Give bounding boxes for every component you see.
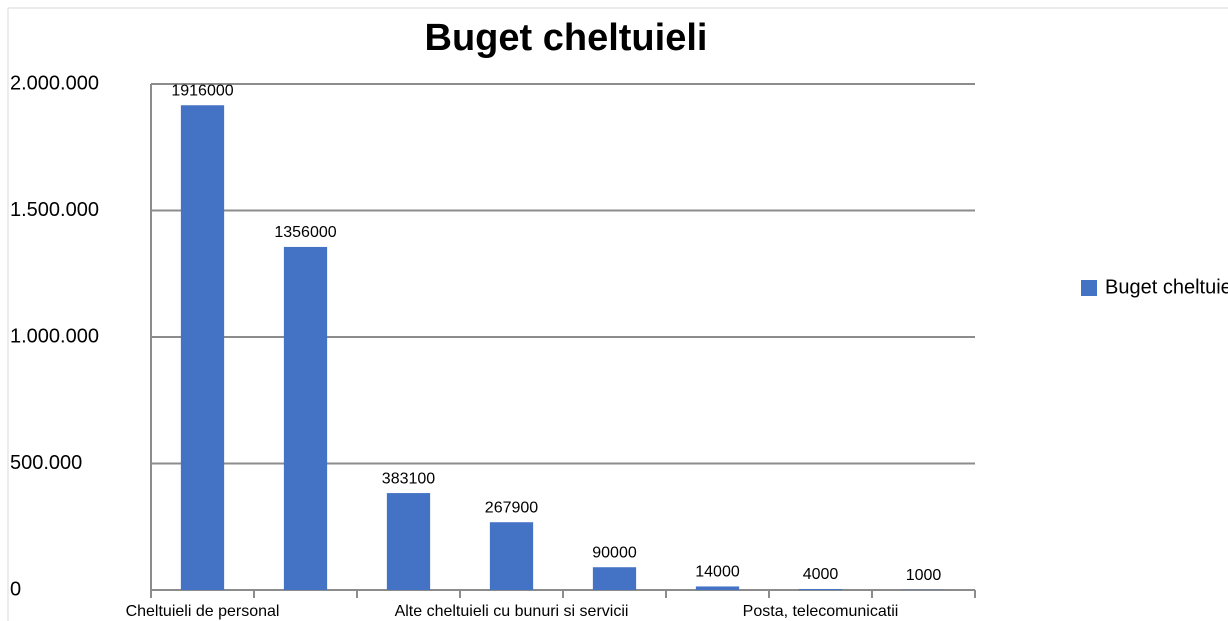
- value-label: 383100: [382, 470, 435, 487]
- value-label: 90000: [592, 544, 637, 561]
- y-tick-label: 1.000.000: [10, 325, 99, 347]
- y-tick-label: 500.000: [10, 452, 82, 474]
- value-label: 1000: [906, 567, 942, 584]
- y-tick-label: 2.000.000: [10, 72, 99, 94]
- bar: [283, 246, 328, 590]
- chart-title: Buget cheltuieli: [425, 17, 708, 59]
- x-tick-label: Posta, telecomunicatii: [743, 603, 899, 620]
- value-label: 14000: [695, 564, 740, 581]
- bar: [386, 493, 431, 590]
- x-tick-label: Alte cheltuieli cu bunuri si servicii: [395, 603, 629, 620]
- x-tick-label: Cheltuieli de personal: [126, 603, 280, 620]
- value-label: 1916000: [171, 82, 233, 99]
- value-label: 1356000: [274, 224, 336, 241]
- bar: [592, 567, 637, 590]
- bar: [489, 522, 534, 590]
- y-tick-label: 0: [10, 578, 21, 600]
- bar: [695, 586, 740, 590]
- bar: [180, 105, 225, 590]
- y-tick-label: 1.500.000: [10, 199, 99, 221]
- value-label: 267900: [485, 499, 538, 516]
- value-label: 4000: [803, 566, 839, 583]
- legend-label: Buget cheltuieli: [1105, 276, 1228, 298]
- legend-swatch: [1081, 280, 1097, 296]
- bar: [798, 588, 843, 590]
